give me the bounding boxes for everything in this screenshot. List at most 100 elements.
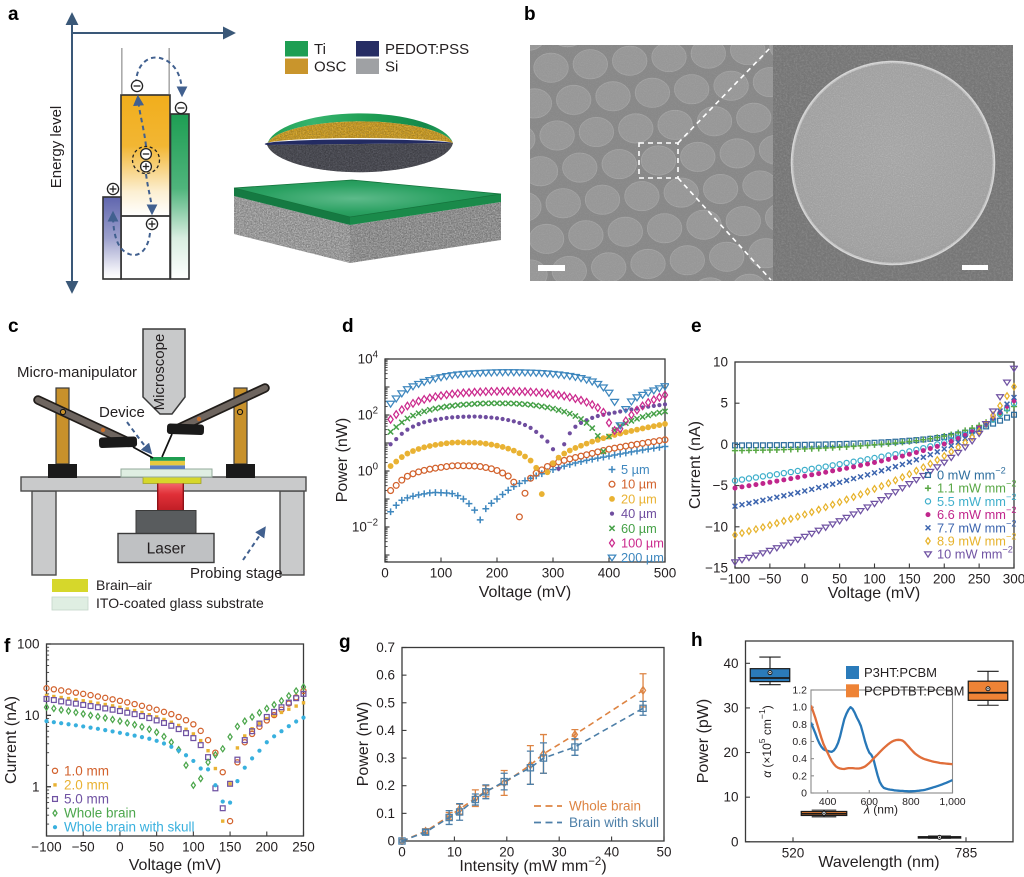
- device-stack: [150, 457, 185, 469]
- svg-text:1.0: 1.0: [792, 702, 807, 714]
- svg-text:30: 30: [723, 700, 738, 715]
- svg-text:Whole brain: Whole brain: [64, 806, 136, 821]
- legend-swatch-pedot: [356, 41, 379, 57]
- svg-text:−100: −100: [31, 840, 61, 855]
- sem-disc-image: [773, 45, 1013, 281]
- svg-text:100: 100: [863, 572, 886, 587]
- svg-text:0.2: 0.2: [376, 778, 395, 793]
- box-PCPDTBT-PCBM-520: [800, 809, 848, 818]
- series-5-µm: [387, 443, 669, 524]
- svg-text:Power (nW): Power (nW): [334, 418, 351, 502]
- svg-text:8.9 mW mm−2: 8.9 mW mm−2: [937, 532, 1016, 549]
- svg-text:0: 0: [116, 840, 124, 855]
- svg-text:10: 10: [723, 790, 738, 805]
- svg-text:0.2: 0.2: [792, 770, 807, 782]
- svg-text:1: 1: [32, 779, 40, 794]
- sem-zoom-square: [638, 46, 772, 281]
- sem-scalebar-right: [962, 265, 988, 270]
- svg-text:0.8: 0.8: [792, 719, 807, 731]
- svg-text:Power (pW): Power (pW): [695, 699, 712, 783]
- svg-text:400: 400: [598, 566, 621, 581]
- svg-text:785: 785: [955, 845, 978, 860]
- series-10-µm: [387, 436, 669, 521]
- svg-text:−50: −50: [758, 572, 781, 587]
- panel-label-h: h: [691, 630, 703, 651]
- svg-text:10: 10: [713, 355, 728, 370]
- probing-stage-arrow: [242, 526, 266, 561]
- svg-text:5.0 mm: 5.0 mm: [64, 792, 109, 807]
- svg-text:50: 50: [149, 840, 164, 855]
- axes: 0 100 200 300 400 500 10−2 100 102 104 Voltage (mV…: [334, 350, 676, 602]
- panel-a-legend: Ti OSC PEDOT:PSS Si: [285, 41, 469, 76]
- svg-text:10: 10: [24, 708, 39, 723]
- device-arrow: [126, 421, 153, 455]
- panel-c-legend: Brain–air ITO-coated glass substrate: [51, 577, 264, 611]
- series-Brain-with-skull: [398, 700, 647, 845]
- svg-text:200: 200: [256, 840, 279, 855]
- axes: 0 10 20 30 40 Wavelength (nm) Power (pW): [695, 640, 1014, 871]
- svg-text:50: 50: [656, 845, 671, 860]
- svg-text:300: 300: [1003, 572, 1024, 587]
- svg-text:100 µm: 100 µm: [621, 536, 664, 551]
- svg-text:α (×105 cm−1): α (×105 cm−1): [757, 705, 774, 778]
- series-200-µm: [385, 369, 669, 430]
- laser-head: [135, 510, 197, 534]
- svg-text:0.4: 0.4: [376, 723, 395, 738]
- svg-text:250: 250: [292, 840, 315, 855]
- legend: 0 mW mm−21.1 mW mm−25.5 mW mm−26.6 mW mm…: [923, 466, 1016, 562]
- microscope-label: Microscope: [151, 334, 168, 411]
- svg-text:100: 100: [430, 566, 453, 581]
- svg-text:0: 0: [398, 845, 406, 860]
- svg-text:1.2: 1.2: [792, 685, 807, 697]
- panel-label-g: g: [339, 632, 351, 653]
- svg-text:P3HT:PCBM: P3HT:PCBM: [864, 665, 937, 680]
- charge-flow-arrows: [107, 56, 188, 256]
- svg-text:5 µm: 5 µm: [621, 462, 650, 477]
- microscope-body: [142, 328, 186, 415]
- svg-text:0: 0: [387, 834, 395, 849]
- panel-label-a: a: [8, 4, 19, 25]
- svg-text:−15: −15: [705, 561, 728, 576]
- box-PCPDTBT-PCBM-785: [967, 670, 1009, 706]
- laser-label: Laser: [147, 541, 186, 558]
- sem-array-image: [530, 45, 773, 281]
- box-P3HT-PCBM-520: [749, 656, 791, 686]
- svg-text:40: 40: [604, 845, 619, 860]
- panel-b-sem: [530, 45, 1013, 281]
- laser-body: [117, 532, 215, 564]
- micro-manipulator-label: Micro-manipulator: [17, 364, 137, 381]
- svg-text:Current (nA): Current (nA): [687, 421, 704, 509]
- svg-text:200: 200: [486, 566, 509, 581]
- panel-label-c: c: [8, 316, 19, 337]
- svg-text:Voltage (mV): Voltage (mV): [129, 857, 221, 874]
- svg-text:Current (nA): Current (nA): [3, 696, 20, 784]
- svg-text:0: 0: [720, 437, 728, 452]
- boxes: [749, 656, 1009, 840]
- box-P3HT-PCBM-785: [917, 834, 962, 840]
- svg-text:40: 40: [723, 656, 738, 671]
- svg-text:Intensity (mW mm−2): Intensity (mW mm−2): [459, 856, 606, 875]
- series: [731, 365, 1018, 567]
- svg-text:1,000: 1,000: [939, 796, 965, 808]
- svg-text:10 mW mm−2: 10 mW mm−2: [937, 545, 1013, 562]
- svg-text:20 µm: 20 µm: [621, 491, 657, 506]
- svg-text:300: 300: [542, 566, 565, 581]
- series-20-µm: [387, 421, 668, 497]
- device-label: Device: [99, 404, 145, 421]
- chart-e: −100 −50 0 50 100 150 200 250 300−15−10−50510Vol…: [687, 355, 1024, 603]
- legend-swatch-brain-air: [52, 579, 88, 592]
- svg-text:Voltage (mV): Voltage (mV): [479, 584, 571, 601]
- panel-label-e: e: [691, 316, 702, 337]
- series: [398, 673, 647, 845]
- panel-label-f: f: [4, 636, 11, 657]
- legend-label-osc: OSC: [314, 59, 347, 76]
- series: [811, 705, 953, 793]
- panel-label-b: b: [524, 4, 536, 25]
- ito-glass: [120, 468, 213, 478]
- svg-text:0: 0: [381, 566, 389, 581]
- curve-P3HT-PCBM: [811, 706, 953, 793]
- chart-g: 0 10 20 30 40 50 0 0.1 0.2 0.3 0.4 0.5 0.6 0.7 Intensi…: [355, 640, 672, 875]
- laser-beam: [156, 483, 185, 511]
- svg-text:Power (nW): Power (nW): [355, 702, 372, 786]
